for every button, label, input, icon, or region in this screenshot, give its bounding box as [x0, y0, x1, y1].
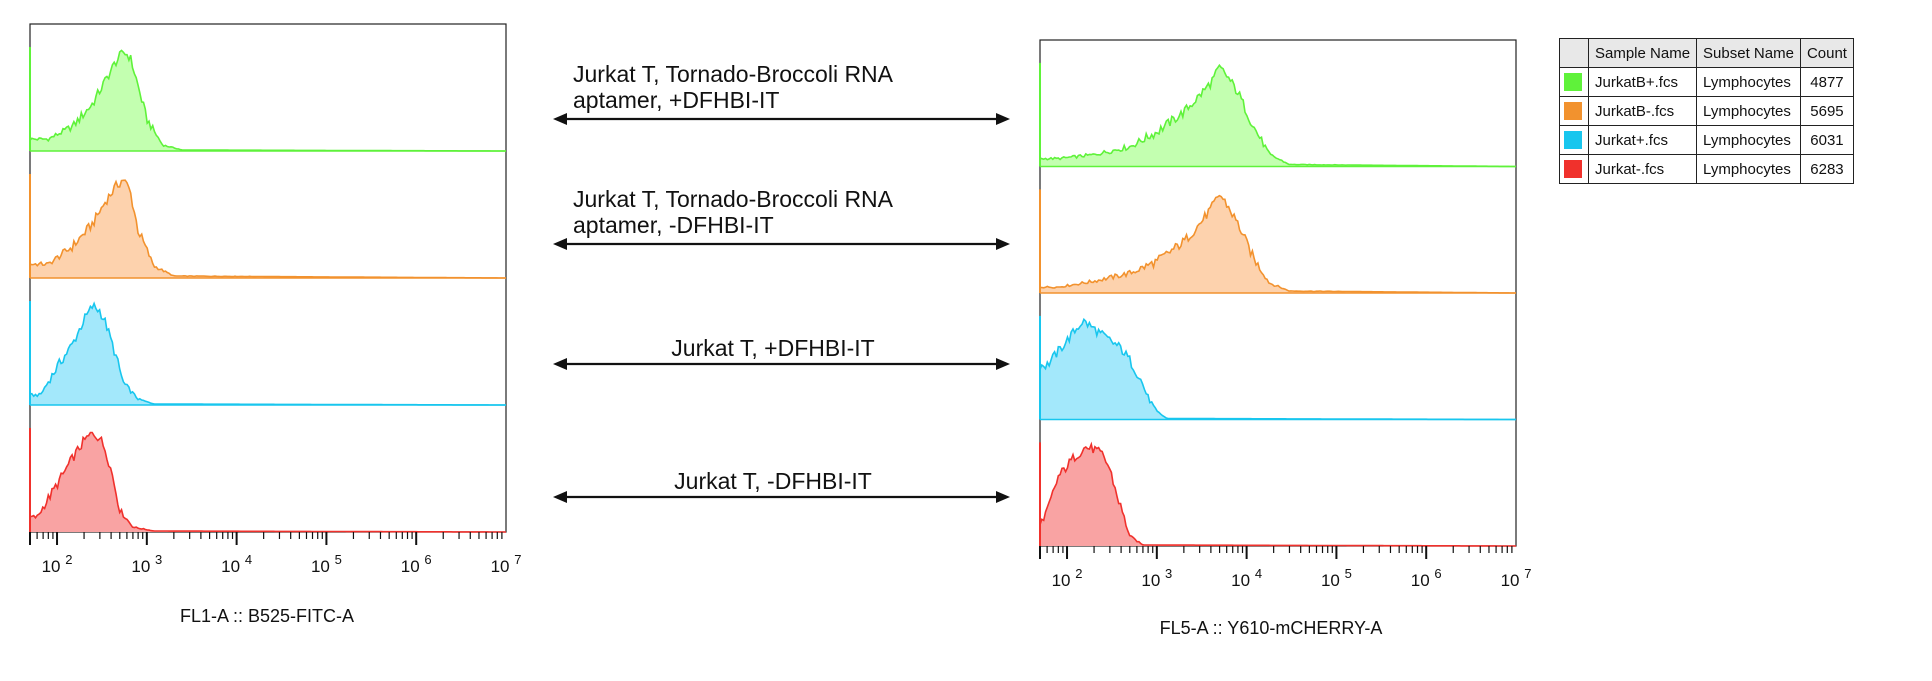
right-tick-label: 10 3	[1141, 566, 1172, 590]
left-histogram-panel: 10 2 10 3 10 4 10 5 10 6 10 7	[29, 23, 522, 576]
legend-row: JurkatB+.fcs Lymphocytes 4877	[1559, 67, 1854, 97]
right-tick-label: 10 6	[1411, 566, 1442, 590]
left-tick-label: 10 7	[491, 552, 522, 576]
legend-sample-name: Jurkat-.fcs	[1587, 154, 1698, 184]
left-tick-label: 10 2	[42, 552, 73, 576]
left-x-axis-title: FL1-A :: B525-FITC-A	[180, 606, 354, 626]
right-series-fill-0	[1040, 65, 1516, 167]
legend-subset-name: Lymphocytes	[1696, 154, 1801, 184]
arrowhead-right	[996, 238, 1010, 250]
left-series-fill-1	[30, 180, 506, 278]
arrowhead-left	[553, 113, 567, 125]
legend-table: Sample Name Subset Name Count JurkatB+.f…	[1559, 38, 1854, 184]
arrowhead-left	[553, 238, 567, 250]
legend-subset-name: Lymphocytes	[1696, 67, 1801, 97]
left-series-fill-3	[30, 432, 506, 532]
arrowhead-left	[553, 491, 567, 503]
legend-sample-name: JurkatB-.fcs	[1587, 96, 1698, 126]
annotation-label: Jurkat T, Tornado-Broccoli RNA	[573, 61, 894, 87]
legend-row: Jurkat+.fcs Lymphocytes 6031	[1559, 125, 1854, 155]
legend-header-subset: Subset Name	[1696, 38, 1801, 68]
right-series-fill-3	[1040, 444, 1516, 546]
left-series-line-3	[29, 431, 506, 533]
legend-sample-name: Jurkat+.fcs	[1587, 125, 1698, 155]
left-tick-label: 10 6	[401, 552, 432, 576]
legend-count: 6283	[1799, 154, 1854, 184]
legend-swatch	[1564, 102, 1582, 120]
arrowhead-right	[996, 113, 1010, 125]
legend-subset-name: Lymphocytes	[1696, 96, 1801, 126]
right-histogram-panel: 10 2 10 3 10 4 10 5 10 6 10 7	[1039, 39, 1532, 590]
right-series-fill-1	[1040, 195, 1516, 293]
legend-count: 4877	[1799, 67, 1854, 97]
right-tick-label: 10 5	[1321, 566, 1352, 590]
legend-header-count: Count	[1799, 38, 1854, 68]
legend-row: Jurkat-.fcs Lymphocytes 6283	[1559, 154, 1854, 184]
legend-subset-name: Lymphocytes	[1696, 125, 1801, 155]
legend-count: 5695	[1799, 96, 1854, 126]
legend-swatch	[1564, 131, 1582, 149]
legend-row: JurkatB-.fcs Lymphocytes 5695	[1559, 96, 1854, 126]
annotation-label: Jurkat T, +DFHBI-IT	[671, 335, 874, 361]
right-series-line-3	[1039, 441, 1516, 547]
right-series-fill-2	[1040, 319, 1516, 420]
legend-sample-name: JurkatB+.fcs	[1587, 67, 1698, 97]
legend-header-row: Sample Name Subset Name Count	[1559, 38, 1854, 68]
annotation-label: Jurkat T, Tornado-Broccoli RNA	[573, 186, 894, 212]
annotation-label: aptamer, -DFHBI-IT	[573, 212, 774, 238]
legend-swatch	[1564, 73, 1582, 91]
arrowhead-left	[553, 358, 567, 370]
left-series-fill-0	[30, 50, 506, 151]
annotation-label: Jurkat T, -DFHBI-IT	[674, 468, 872, 494]
arrowhead-right	[996, 358, 1010, 370]
legend-header-sample: Sample Name	[1587, 38, 1698, 68]
right-tick-label: 10 7	[1501, 566, 1532, 590]
left-tick-label: 10 3	[131, 552, 162, 576]
left-tick-label: 10 4	[221, 552, 252, 576]
right-x-axis-title: FL5-A :: Y610-mCHERRY-A	[1160, 618, 1383, 638]
annotation-label: aptamer, +DFHBI-IT	[573, 87, 779, 113]
left-tick-label: 10 5	[311, 552, 342, 576]
right-tick-label: 10 4	[1231, 566, 1262, 590]
left-series-fill-2	[30, 303, 506, 405]
right-series-line-0	[1039, 63, 1516, 168]
legend-swatch	[1564, 160, 1582, 178]
legend-header-swatch	[1559, 38, 1589, 68]
right-tick-label: 10 2	[1052, 566, 1083, 590]
legend-count: 6031	[1799, 125, 1854, 155]
arrowhead-right	[996, 491, 1010, 503]
